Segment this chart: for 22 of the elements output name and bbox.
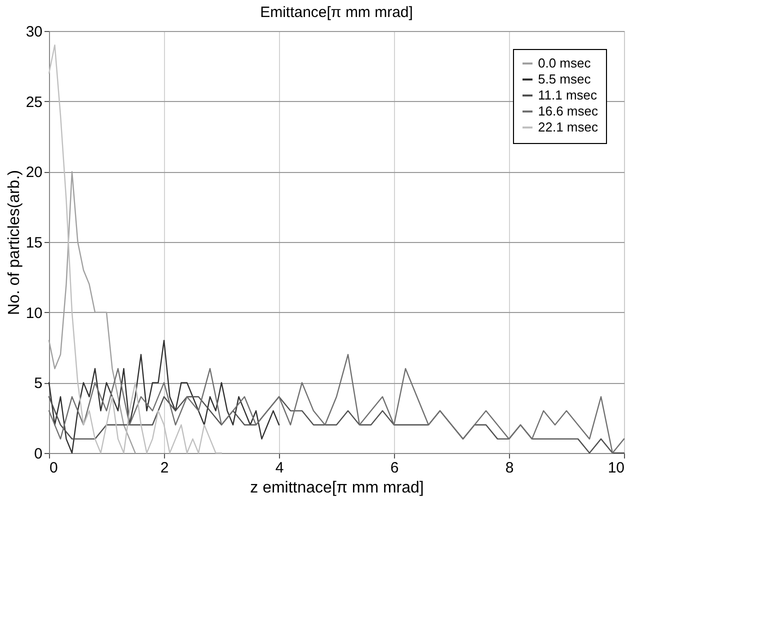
y-tick-label: 15	[26, 234, 42, 252]
y-tick-label: 30	[26, 24, 42, 40]
y-tick-label: 10	[26, 304, 42, 322]
legend-label: 11.1 msec	[538, 88, 598, 102]
x-tick-label: 6	[390, 460, 399, 476]
y-tick-label: 20	[26, 164, 42, 182]
x-tick-label: 8	[505, 460, 514, 476]
x-axis-title: z emittnace[π mm mrad]	[250, 480, 424, 496]
legend-label: 16.6 msec	[538, 104, 598, 118]
x-tick-label: 10	[608, 460, 624, 476]
legend-label: 0.0 msec	[538, 56, 592, 70]
x-tick-label: 4	[275, 460, 284, 476]
y-axis-title: No. of particles(arb.)	[6, 170, 23, 315]
y-tick-label: 0	[34, 446, 42, 462]
legend-label: 5.5 msec	[538, 72, 592, 86]
chart-title: Emittance[π mm mrad]	[260, 4, 413, 21]
x-tick-label: 0	[50, 460, 58, 476]
legend-label: 22.1 msec	[538, 120, 598, 134]
y-tick-label: 25	[26, 94, 42, 111]
x-tick-label: 2	[160, 460, 169, 476]
y-tick-label: 5	[34, 375, 42, 392]
line-series	[48, 340, 280, 454]
